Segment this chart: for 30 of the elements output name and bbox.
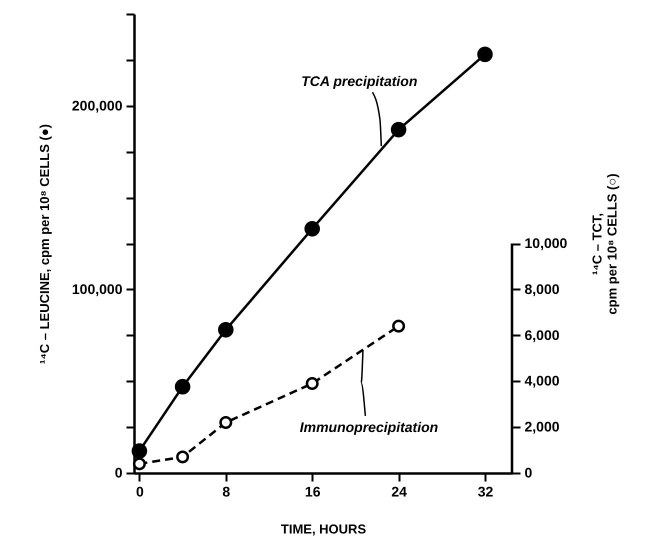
y2-tick-label: 2,000 — [524, 418, 560, 435]
y2-tick-label: 4,000 — [524, 372, 560, 389]
point — [219, 416, 232, 429]
point — [132, 457, 146, 470]
point — [477, 46, 493, 62]
x-tick-label: 0 — [136, 484, 144, 500]
y2-axis-title: ¹⁴C – TCT, cpm per 10⁸ CELLS (○) — [589, 173, 620, 315]
y-axis-title: ¹⁴C – LEUCINE, cpm per 10⁸ CELLS (●) — [36, 124, 52, 364]
x-tick-label: 16 — [304, 484, 321, 500]
y-tick-label: 200,000 — [72, 97, 123, 114]
x-tick-label: 8 — [222, 484, 230, 500]
point — [218, 322, 234, 338]
y2-tick-label: 8,000 — [524, 280, 560, 297]
annotation: Immunoprecipitation — [300, 418, 438, 435]
point — [392, 320, 406, 333]
point — [390, 122, 406, 138]
point — [176, 450, 190, 464]
annotation: TCA precipitation — [301, 73, 418, 90]
y2-tick-label: 6,000 — [524, 326, 560, 343]
y-tick-label: 100,000 — [72, 280, 123, 297]
point — [174, 378, 190, 394]
x-axis-title: TIME, HOURS — [280, 522, 366, 536]
x-tick-label: 24 — [391, 484, 408, 500]
point — [304, 221, 320, 237]
point — [132, 443, 148, 459]
point — [306, 377, 319, 390]
y-tick-label: 0 — [114, 464, 123, 480]
y2-tick-label: 0 — [524, 464, 532, 480]
x-tick-label: 32 — [478, 484, 494, 500]
y2-tick-label: 10,000 — [524, 235, 568, 251]
